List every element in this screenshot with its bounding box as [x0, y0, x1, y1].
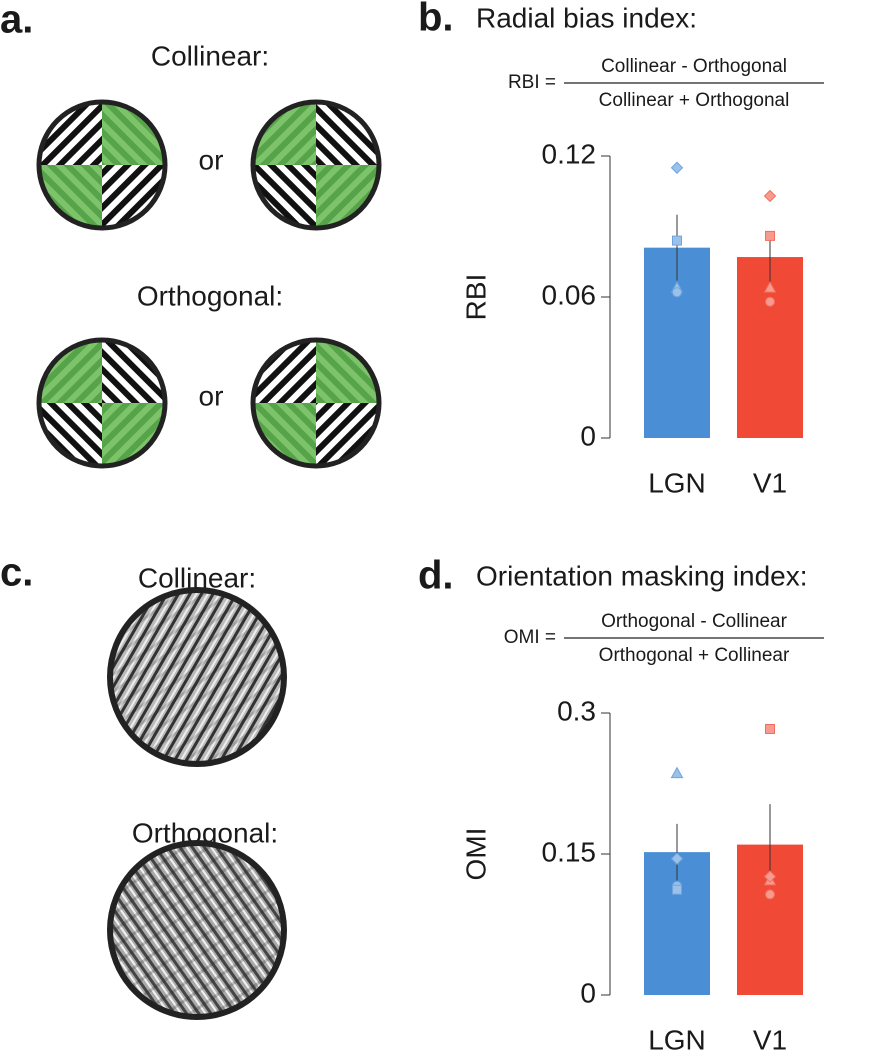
subject-point	[763, 870, 777, 883]
y-tick-label: 0	[580, 420, 596, 451]
formula-numerator: Orthogonal - Collinear	[601, 611, 788, 632]
y-tick-label: 0.15	[542, 836, 597, 867]
subject-point	[672, 235, 682, 246]
subject-point	[672, 287, 682, 298]
panel-label: a.	[0, 0, 33, 42]
formula-numerator: Collinear - Orthogonal	[601, 56, 787, 77]
y-tick-label: 0.3	[557, 695, 596, 726]
stimulus-title: Orthogonal:	[137, 280, 283, 311]
formula-denominator: Collinear + Orthogonal	[599, 90, 790, 111]
subject-point	[763, 189, 777, 203]
x-tick-label: V1	[753, 1024, 787, 1050]
or-label: or	[199, 380, 224, 411]
stimulus-title: Collinear:	[151, 40, 269, 71]
y-tick-label: 0.12	[542, 138, 597, 169]
y-axis-label: OMI	[460, 828, 491, 881]
subject-point	[763, 281, 777, 293]
panel-label: d.	[418, 554, 454, 598]
formula-denominator: Orthogonal + Collinear	[599, 645, 790, 666]
y-axis-label: RBI	[460, 274, 491, 321]
formula-lhs: RBI =	[508, 72, 556, 93]
subject-point	[765, 230, 775, 241]
subject-point	[765, 296, 775, 307]
x-tick-label: V1	[753, 467, 787, 498]
or-label: or	[199, 144, 224, 175]
x-tick-label: LGN	[648, 467, 706, 498]
y-tick-label: 0.06	[542, 279, 597, 310]
subject-point	[765, 889, 775, 900]
subject-point	[670, 852, 684, 865]
subject-point	[670, 766, 684, 779]
subject-point	[670, 161, 684, 174]
y-tick-label: 0	[580, 977, 596, 1008]
formula-lhs: OMI =	[504, 627, 556, 648]
panel-label: b.	[418, 0, 454, 40]
panel-label: c.	[0, 551, 33, 595]
subject-point	[672, 884, 682, 895]
chart-title: Orientation masking index:	[476, 560, 808, 591]
subject-point	[765, 723, 775, 734]
x-tick-label: LGN	[648, 1024, 706, 1050]
chart-title: Radial bias index:	[476, 2, 697, 33]
